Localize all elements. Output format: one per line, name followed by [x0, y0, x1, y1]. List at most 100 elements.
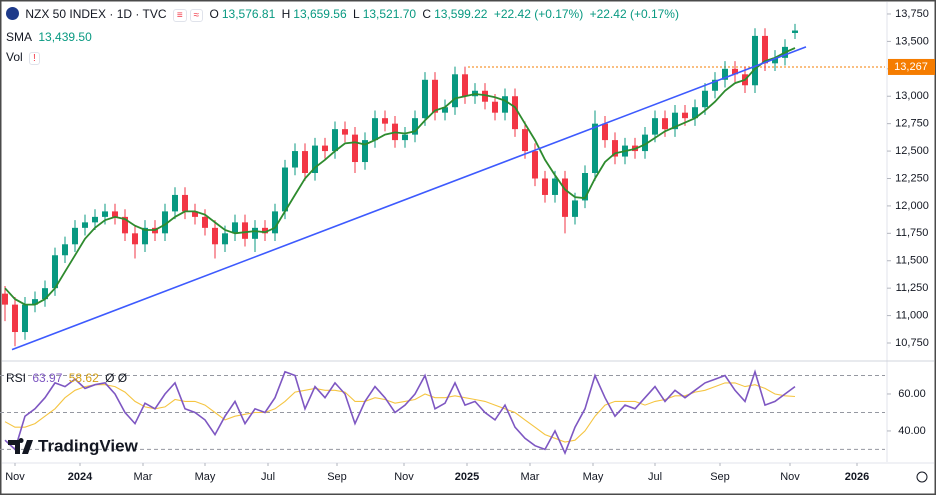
candle-body: [92, 216, 98, 223]
candle-body: [762, 35, 768, 64]
rsi-line: [4, 369, 796, 456]
x-tick-label: Nov: [394, 471, 414, 483]
y-tick-label: 13,750: [895, 8, 929, 20]
candle-body: [692, 107, 698, 119]
candle-body: [102, 211, 108, 217]
candle-body: [482, 90, 488, 102]
candle-body: [402, 134, 408, 141]
candle-body: [672, 112, 678, 130]
price-label-box: [888, 58, 935, 75]
candle-body: [72, 227, 78, 245]
candle-body: [302, 151, 308, 174]
candle-body: [242, 222, 248, 239]
candle-body: [682, 112, 688, 119]
candle-body: [422, 79, 428, 119]
change: +22.42 (+0.17%): [493, 7, 584, 21]
candle-body: [142, 227, 148, 245]
trend-line: [11, 46, 807, 351]
candle-body: [332, 129, 338, 152]
sma-line: [4, 47, 796, 306]
x-tick-label: May: [195, 471, 216, 483]
y-tick-label: 12,750: [895, 118, 929, 130]
compare-icon[interactable]: ≡: [172, 9, 187, 22]
candle-body: [252, 227, 258, 239]
y-tick-label: 11,500: [896, 255, 929, 267]
candle-body: [612, 140, 618, 157]
y-tick-label: 12,250: [895, 172, 929, 184]
candle-body: [12, 304, 18, 333]
candle-body: [752, 35, 758, 86]
candle-body: [702, 90, 708, 108]
rsi-extra: Ø Ø: [105, 371, 128, 385]
x-tick-label: 2025: [455, 471, 479, 483]
rsi-value: 63.97: [32, 371, 63, 385]
candle-body: [182, 194, 188, 212]
x-tick-label: Sep: [327, 471, 347, 483]
candle-body: [132, 233, 138, 245]
ohlc-value: 13,576.81: [221, 7, 276, 21]
candle-body: [312, 145, 318, 174]
x-tick-label: Nov: [5, 471, 25, 483]
candle-body: [562, 178, 568, 217]
sma-value: 13,439.50: [38, 30, 92, 44]
alert-icon[interactable]: ≈: [189, 9, 204, 22]
ohlc-key: C: [422, 7, 432, 21]
settings-icon[interactable]: [916, 471, 928, 483]
candle-body: [232, 222, 238, 234]
candle-body: [662, 118, 668, 130]
change: +22.42 (+0.17%): [589, 7, 679, 21]
candle-body: [652, 118, 658, 135]
candle-body: [202, 216, 208, 228]
candle-body: [582, 173, 588, 201]
x-tick-label: Jul: [261, 471, 275, 483]
candle-body: [272, 211, 278, 234]
candle-body: [292, 151, 298, 168]
candle-body: [342, 129, 348, 135]
y-tick-label: 60.00: [898, 388, 926, 400]
candle-body: [432, 79, 438, 113]
candle-body: [522, 129, 528, 152]
ohlc-key: H: [281, 7, 291, 21]
logo-text: TradingView: [38, 436, 139, 455]
candle-body: [442, 107, 448, 113]
candle-body: [592, 123, 598, 174]
candle-body: [52, 255, 58, 289]
x-tick-label: Nov: [780, 471, 800, 483]
candle-body: [32, 299, 38, 305]
legend-vol: Vol !: [6, 50, 43, 65]
x-tick-label: May: [583, 471, 604, 483]
vol-alert[interactable]: !: [29, 52, 40, 65]
candle-body: [552, 178, 558, 195]
candle-body: [2, 293, 8, 305]
symbol-title: NZX 50 INDEX · 1D · TVC: [25, 7, 167, 21]
candle-body: [112, 211, 118, 217]
candle-body: [22, 304, 28, 333]
y-tick-label: 12,000: [895, 200, 929, 212]
candle-body: [542, 178, 548, 195]
price-label: 13,267: [894, 61, 928, 73]
x-tick-label: 2024: [68, 471, 93, 483]
y-tick-label: 10,750: [895, 337, 929, 349]
candle-body: [192, 211, 198, 217]
candle-body: [732, 68, 738, 75]
candle-body: [322, 145, 328, 152]
candle-body: [262, 227, 268, 234]
candle-body: [42, 288, 48, 300]
candle-body: [222, 233, 228, 245]
rsi-label: RSI: [6, 371, 27, 385]
y-tick-label: 11,750: [896, 227, 929, 239]
candle-body: [712, 79, 718, 91]
candle-body: [82, 222, 88, 228]
candle-body: [122, 216, 128, 234]
candle-body: [492, 101, 498, 113]
candle-body: [382, 118, 388, 124]
y-tick-label: 13,000: [895, 90, 929, 102]
x-tick-label: 2026: [845, 471, 869, 483]
candle-body: [412, 118, 418, 135]
x-tick-label: Jul: [648, 471, 662, 483]
candle-body: [352, 134, 358, 163]
x-tick-label: Mar: [134, 471, 153, 483]
